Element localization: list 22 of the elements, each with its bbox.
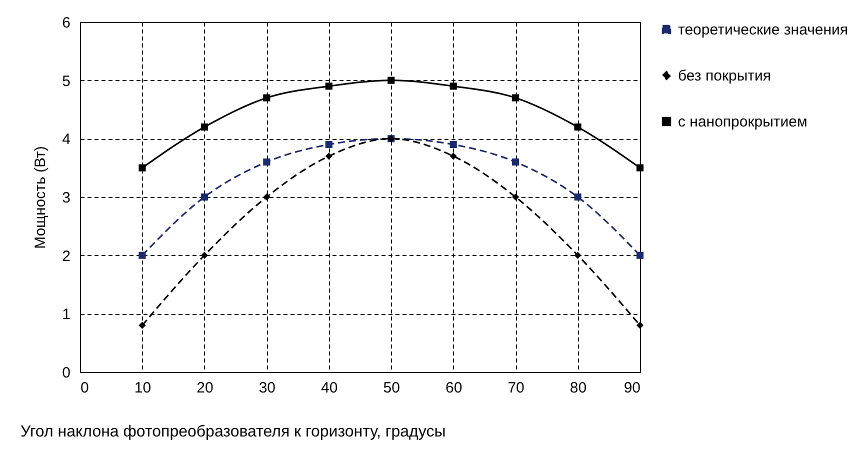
x-tick-label: 30 bbox=[258, 380, 276, 396]
y-tick-label: 0 bbox=[62, 364, 70, 382]
x-tick-label: 60 bbox=[445, 380, 462, 396]
legend-label: с нанопрокрытием bbox=[678, 114, 808, 130]
y-tick-label: 3 bbox=[62, 190, 70, 206]
y-axis-title: Мощность (Вт) bbox=[32, 146, 50, 249]
x-tick-label: 80 bbox=[570, 380, 587, 396]
x-tick-label: 50 bbox=[383, 380, 400, 396]
legend-label: теоретические значения bbox=[678, 22, 848, 38]
x-tick-label: 20 bbox=[196, 380, 214, 396]
x-tick-label: 10 bbox=[134, 380, 152, 396]
y-tick-label: 5 bbox=[62, 72, 70, 90]
x-tick-label: 70 bbox=[508, 380, 524, 396]
legend-label: без покрытия bbox=[678, 68, 772, 84]
y-tick-label: 6 bbox=[62, 14, 70, 32]
x-tick-label: 90 bbox=[624, 380, 640, 396]
y-tick-label: 4 bbox=[62, 131, 70, 148]
x-tick-label: 0 bbox=[80, 380, 89, 396]
y-tick-label: 2 bbox=[62, 248, 70, 265]
x-tick-label: 40 bbox=[321, 380, 338, 396]
x-axis-title: Угол наклона фотопреобразователя к горизонту, градусы bbox=[20, 424, 446, 440]
y-tick-label: 1 bbox=[62, 306, 70, 324]
